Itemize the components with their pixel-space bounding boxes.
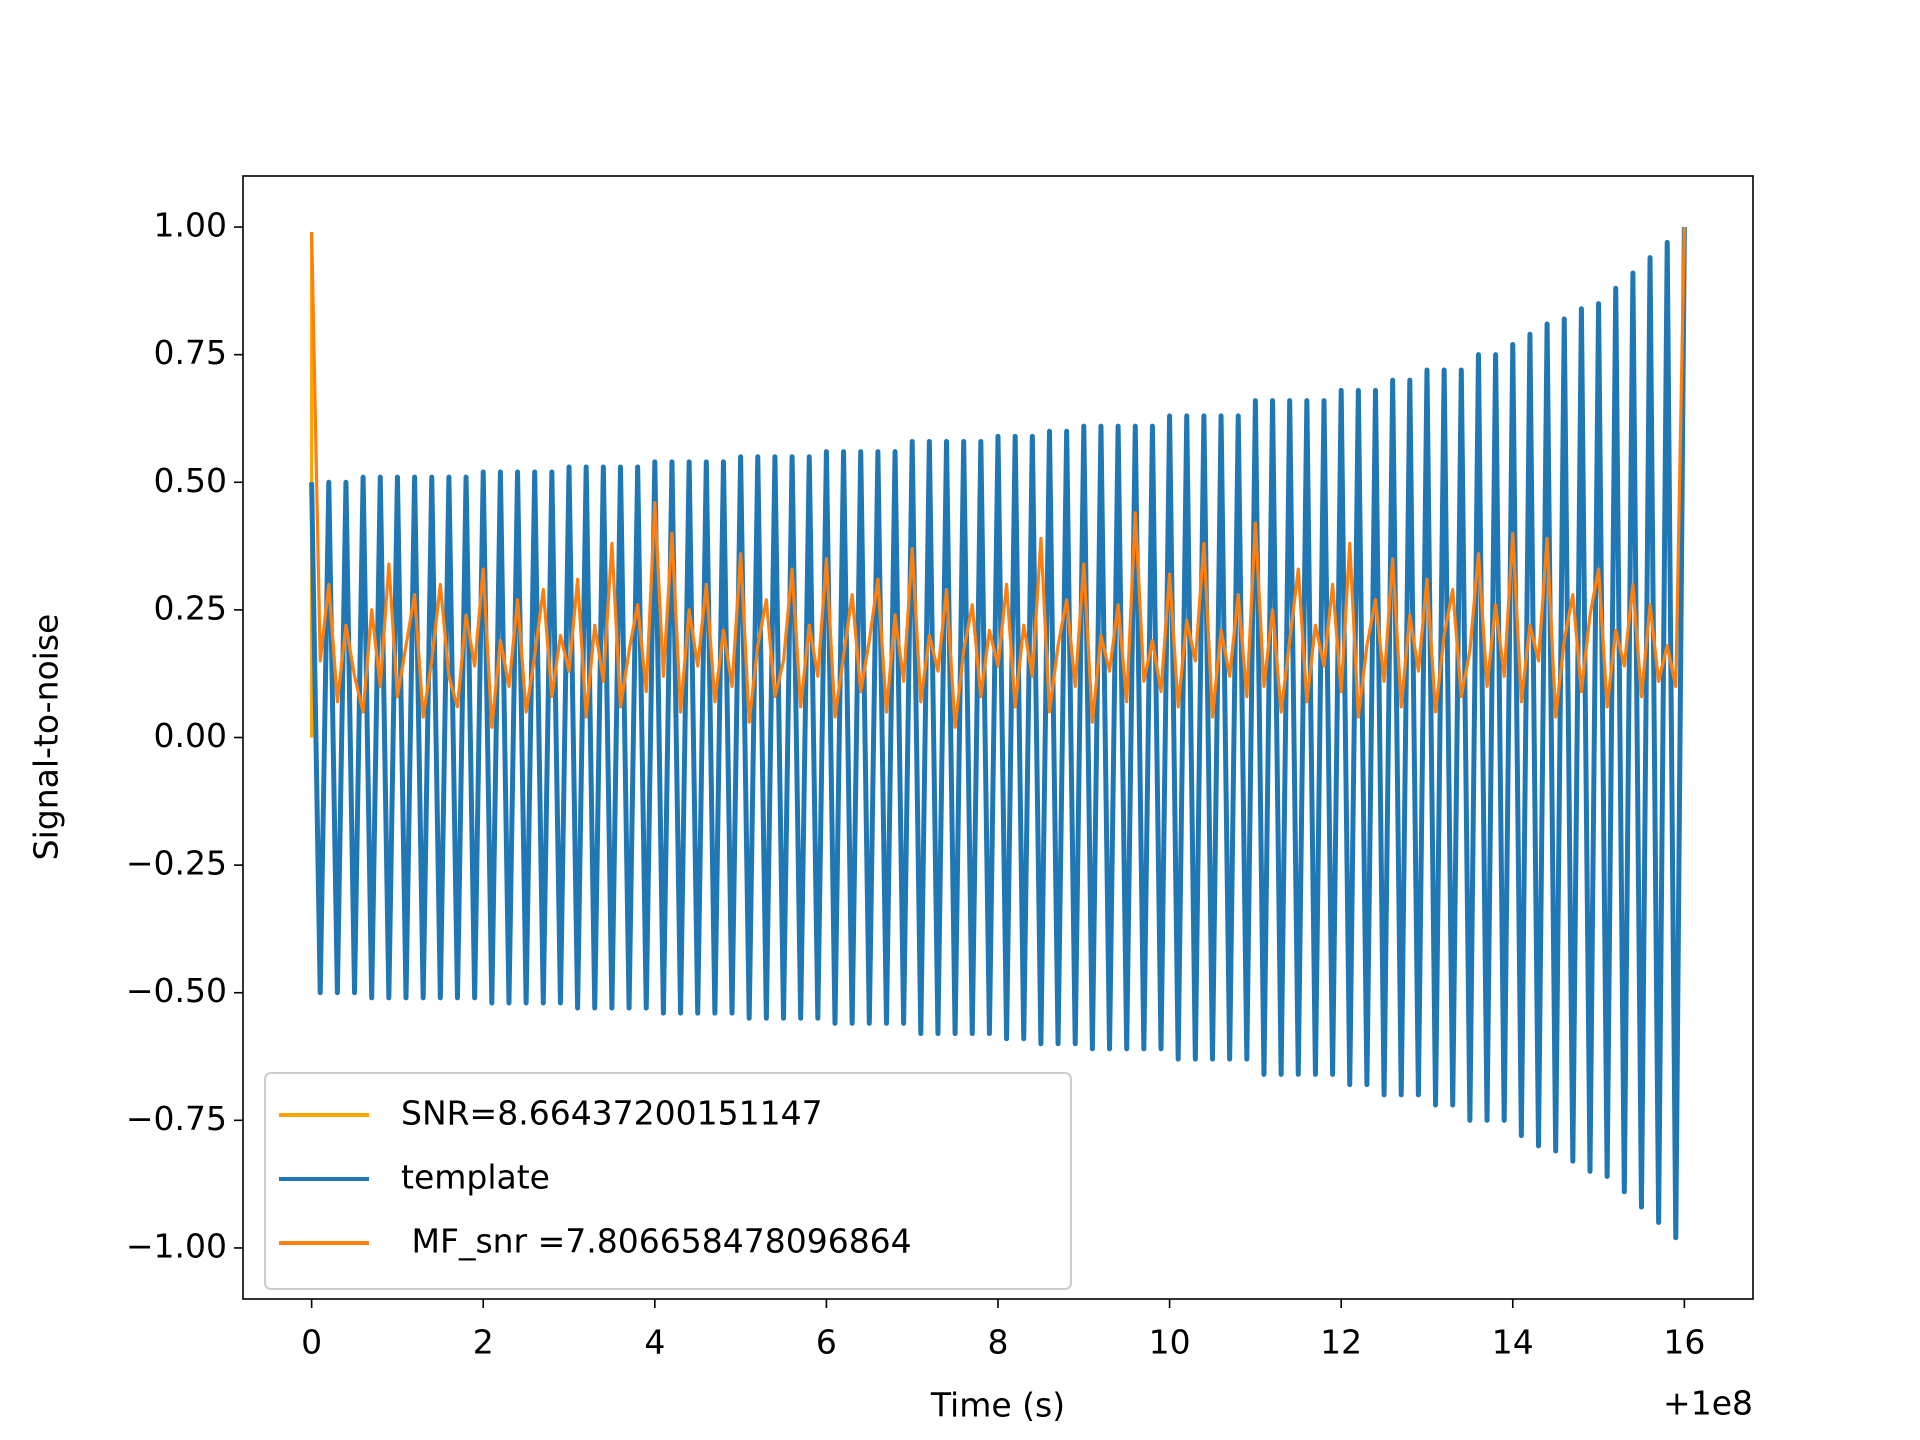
y-tick-label: −1.00 [126,1226,227,1265]
x-tick-label: 6 [816,1323,837,1362]
legend-frame [264,1072,1072,1290]
y-axis-label: Signal-to-noise [27,614,66,861]
plot-area [309,227,1687,1241]
legend-label: template [401,1158,550,1197]
series-line [310,227,1686,729]
x-tick-label: 16 [1663,1323,1705,1362]
x-tick-label: 14 [1492,1323,1534,1362]
x-tick-label: 0 [301,1323,322,1362]
y-tick-label: −0.25 [126,844,227,883]
y-tick-label: 0.50 [154,461,227,500]
x-tick-label: 8 [988,1323,1009,1362]
y-tick-label: 0.00 [154,716,227,755]
y-tick-label: 0.75 [154,333,227,372]
y-tick-label: 1.00 [154,206,227,245]
series-line [309,227,1687,1241]
legend: SNR=8.66437200151147 template MF_snr =7.8… [264,1072,1072,1290]
y-tick-label: 0.25 [154,588,227,627]
x-tick-label: 4 [644,1323,665,1362]
x-tick-label: 10 [1149,1323,1191,1362]
legend-label: SNR=8.66437200151147 [401,1094,823,1133]
y-tick-label: −0.50 [126,971,227,1010]
legend-label: MF_snr =7.806658478096864 [401,1222,912,1261]
y-tick-label: −0.75 [126,1099,227,1138]
x-tick-label: 2 [473,1323,494,1362]
ticks: 0 2 4 6 8 10 12 14 16 1.00 0.75 0.50 0.25 0.00 −0.25 −0… [126,206,1706,1362]
x-tick-label: 12 [1320,1323,1362,1362]
x-offset-text: +1e8 [1663,1384,1753,1423]
x-axis-label: Time (s) [930,1386,1065,1425]
